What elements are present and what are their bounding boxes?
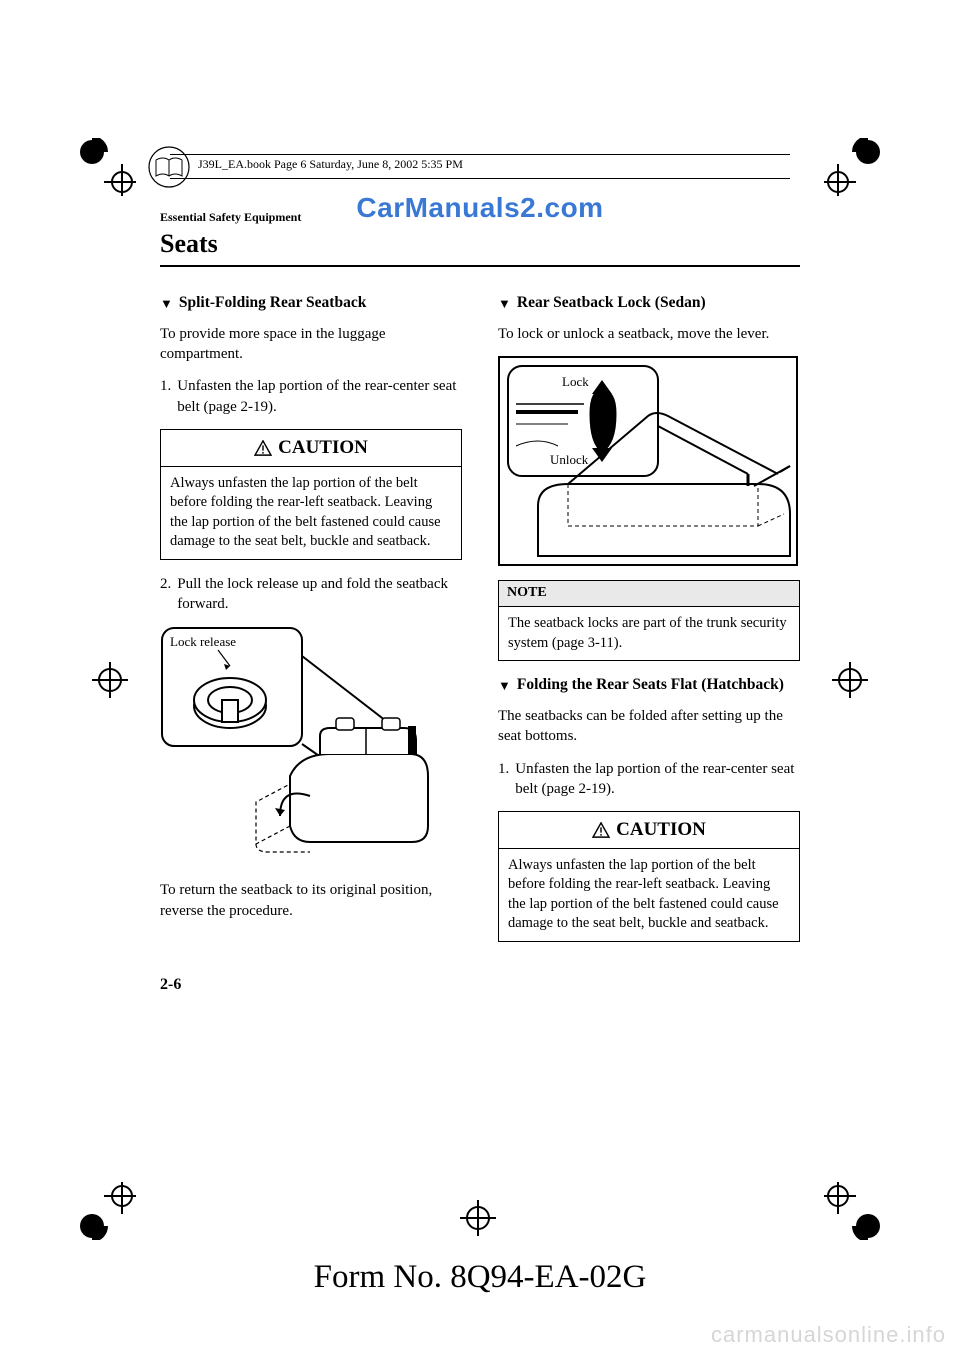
note-label: NOTE [499,581,799,607]
book-icon [148,146,190,188]
note-body: The seatback locks are part of the trunk… [499,607,799,660]
caution-body-right: Always unfasten the lap portion of the b… [499,849,799,941]
down-triangle-icon: ▼ [498,295,511,313]
print-info-text: J39L_EA.book Page 6 Saturday, June 8, 20… [198,157,463,172]
left-column: ▼ Split-Folding Rear Seatback To provide… [160,293,462,956]
left-step-2-text: Pull the lock release up and fold the se… [177,574,462,615]
caution-head-right: CAUTION [499,812,799,849]
right-step-1: 1. Unfasten the lap portion of the rear-… [498,759,800,800]
note-box: NOTE The seatback locks are part of the … [498,580,800,661]
page-number: 2-6 [160,976,800,994]
crop-mark-mid-left [90,660,130,700]
para-fold-flat-intro: The seatbacks can be folded after settin… [498,706,800,747]
caution-box-right: CAUTION Always unfasten the lap portion … [498,811,800,942]
caution-box-left: CAUTION Always unfasten the lap portion … [160,429,462,560]
figure-label-unlock: Unlock [550,452,589,467]
warning-triangle-icon [592,822,610,838]
caution-label-left: CAUTION [278,435,368,461]
para-right-intro: To lock or unlock a seatback, move the l… [498,324,800,344]
warning-triangle-icon [254,440,272,456]
subhead-split-folding-text: Split-Folding Rear Seatback [179,293,366,314]
crop-mark-bottom-left [78,1182,136,1240]
figure-lock-release: Lock release [160,626,462,866]
para-left-outro: To return the seatback to its original p… [160,880,462,921]
left-step-1-text: Unfasten the lap portion of the rear-cen… [177,376,462,417]
crop-mark-mid-right [830,660,870,700]
form-number: Form No. 8Q94-EA-02G [0,1259,960,1296]
subhead-split-folding: ▼ Split-Folding Rear Seatback [160,293,462,314]
subhead-fold-flat: ▼ Folding the Rear Seats Flat (Hatchback… [498,675,800,696]
figure-trunk-lever: Lock Unlock [498,356,800,566]
crop-mark-top-right [824,138,882,196]
watermark-bottom-link: carmanualsonline.info [711,1322,946,1348]
left-step-1: 1. Unfasten the lap portion of the rear-… [160,376,462,417]
crop-mark-top-left [78,138,136,196]
page-body: Essential Safety Equipment Seats ▼ Split… [160,210,800,1182]
chapter-label: Essential Safety Equipment [160,210,800,225]
right-step-1-text: Unfasten the lap portion of the rear-cen… [515,759,800,800]
title-rule [160,265,800,267]
caution-head-left: CAUTION [161,430,461,467]
right-column: ▼ Rear Seatback Lock (Sedan) To lock or … [498,293,800,956]
down-triangle-icon: ▼ [498,677,511,695]
right-step-1-number: 1. [498,759,509,800]
subhead-fold-flat-text: Folding the Rear Seats Flat (Hatchback) [517,675,784,696]
chapter-title: Seats [160,229,800,259]
left-step-2-number: 2. [160,574,171,615]
print-info-bar: J39L_EA.book Page 6 Saturday, June 8, 20… [170,154,790,182]
figure-lock-release-label: Lock release [170,634,236,649]
down-triangle-icon: ▼ [160,295,173,313]
crop-mark-mid-bottom [458,1198,498,1238]
figure-label-lock: Lock [562,374,589,389]
para-left-intro: To provide more space in the luggage com… [160,324,462,365]
subhead-rear-lock-text: Rear Seatback Lock (Sedan) [517,293,706,314]
left-step-2: 2. Pull the lock release up and fold the… [160,574,462,615]
caution-body-left: Always unfasten the lap portion of the b… [161,467,461,559]
left-step-1-number: 1. [160,376,171,417]
caution-label-right: CAUTION [616,817,706,843]
crop-mark-bottom-right [824,1182,882,1240]
subhead-rear-lock: ▼ Rear Seatback Lock (Sedan) [498,293,800,314]
